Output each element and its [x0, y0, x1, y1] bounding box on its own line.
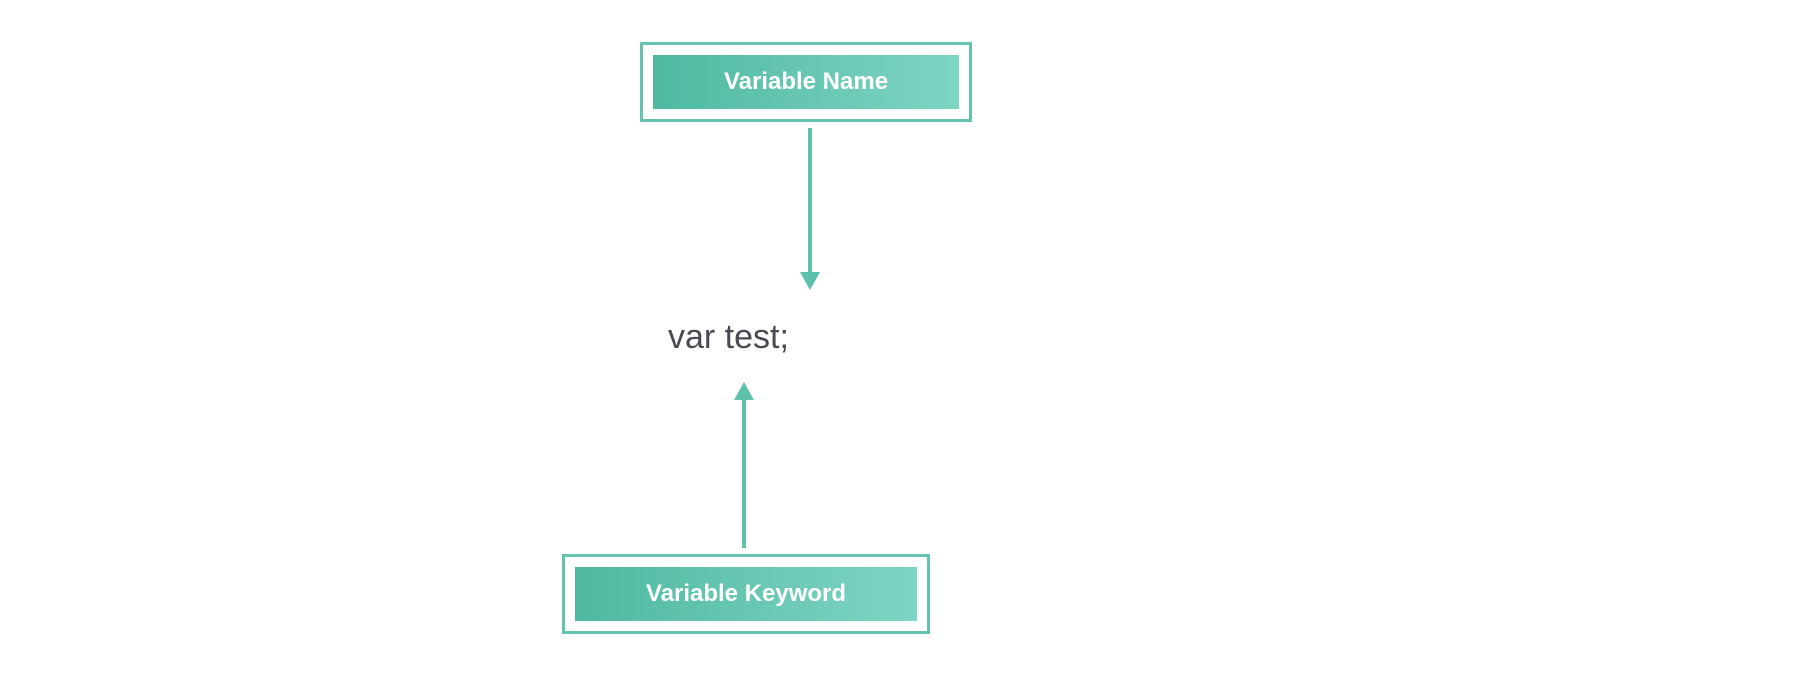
bottom-label-box: Variable Keyword — [575, 567, 917, 621]
diagram-canvas: Variable Name var test; Variable Keyword — [0, 0, 1800, 677]
arrow-down-icon — [796, 128, 824, 290]
top-label-box: Variable Name — [653, 55, 959, 109]
code-text: var test; — [668, 318, 789, 357]
top-label-text: Variable Name — [724, 68, 888, 96]
arrow-up-icon — [730, 382, 758, 548]
bottom-label-text: Variable Keyword — [646, 580, 846, 608]
